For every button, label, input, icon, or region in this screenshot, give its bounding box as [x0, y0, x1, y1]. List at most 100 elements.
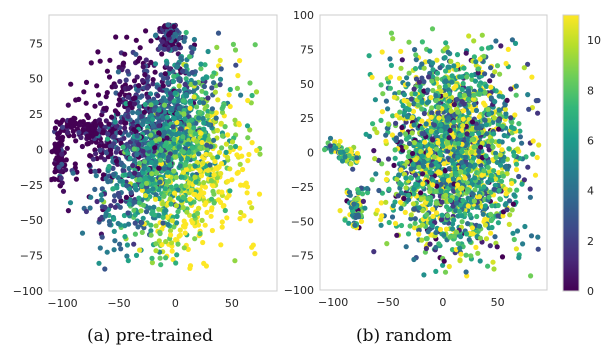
- scatter-point: [174, 252, 180, 258]
- scatter-point: [485, 106, 491, 113]
- scatter-point: [413, 52, 419, 58]
- scatter-point: [501, 132, 507, 139]
- scatter-point: [401, 97, 407, 104]
- scatter-point: [180, 97, 186, 104]
- scatter-point: [54, 156, 60, 162]
- scatter-point: [342, 217, 348, 223]
- scatter-point: [238, 92, 244, 98]
- scatter-point: [167, 162, 173, 168]
- scatter-point: [476, 194, 483, 200]
- scatter-point: [197, 167, 203, 174]
- scatter-point: [246, 151, 252, 158]
- scatter-point: [172, 45, 178, 52]
- scatter-point: [97, 100, 103, 106]
- scatter-point: [142, 175, 148, 181]
- scatter-point: [171, 23, 177, 30]
- scatter-point: [512, 112, 518, 118]
- scatter-point: [398, 65, 404, 71]
- scatter-point: [438, 181, 444, 187]
- scatter-point: [380, 91, 386, 97]
- scatter-point: [455, 109, 461, 115]
- scatter-point: [408, 212, 414, 218]
- scatter-point: [187, 98, 194, 104]
- scatter-point: [243, 180, 249, 186]
- scatter-point: [164, 75, 171, 81]
- scatter-point: [161, 102, 168, 108]
- scatter-point: [197, 145, 203, 151]
- scatter-point: [93, 173, 99, 179]
- scatter-point: [96, 143, 102, 149]
- scatter-point: [439, 216, 445, 223]
- scatter-point: [167, 96, 173, 102]
- scatter-point: [405, 231, 412, 237]
- scatter-point: [425, 196, 431, 202]
- scatter-point: [131, 127, 137, 133]
- scatter-point: [219, 219, 225, 225]
- scatter-point: [188, 187, 194, 193]
- scatter-point: [504, 171, 510, 177]
- scatter-point: [115, 102, 122, 108]
- scatter-point: [105, 131, 111, 137]
- scatter-point: [378, 117, 384, 123]
- scatter-point: [148, 59, 154, 65]
- scatter-point: [458, 234, 464, 240]
- scatter-point: [117, 241, 123, 247]
- scatter-point: [145, 156, 151, 162]
- scatter-point: [193, 179, 199, 185]
- scatter-point: [235, 73, 241, 79]
- scatter-point: [55, 131, 61, 137]
- scatter-point: [445, 49, 451, 55]
- scatter-point: [437, 152, 444, 158]
- scatter-point: [527, 186, 533, 192]
- scatter-point: [441, 232, 447, 238]
- scatter-point: [443, 68, 449, 74]
- scatter-panel-random: −100 −50 0 50 −100 −75 −50 −25 0 25 50 75 100: [284, 9, 548, 309]
- scatter-point: [327, 143, 333, 149]
- x-tick-label: 0: [172, 297, 179, 310]
- scatter-point: [84, 133, 90, 139]
- scatter-point: [117, 129, 123, 136]
- scatter-point: [152, 145, 158, 151]
- scatter-point: [148, 159, 155, 166]
- scatter-point: [99, 197, 105, 203]
- scatter-point: [112, 193, 118, 199]
- scatter-point: [125, 132, 132, 138]
- y-tick-label: −75: [291, 250, 314, 263]
- scatter-point: [211, 200, 217, 206]
- scatter-point: [471, 144, 477, 150]
- scatter-point: [387, 85, 393, 91]
- scatter-point: [219, 109, 226, 115]
- scatter-point: [149, 112, 155, 118]
- scatter-point: [508, 115, 514, 121]
- scatter-point: [404, 159, 410, 165]
- scatter-point: [111, 247, 117, 253]
- scatter-point: [226, 192, 232, 198]
- scatter-point: [217, 57, 223, 64]
- scatter-point: [497, 152, 503, 158]
- scatter-point: [483, 153, 489, 159]
- scatter-point: [161, 129, 167, 135]
- x-tick-label: −50: [107, 297, 130, 310]
- scatter-point: [447, 144, 453, 150]
- scatter-point: [478, 144, 484, 150]
- scatter-point: [164, 135, 170, 141]
- scatter-point: [210, 183, 216, 189]
- scatter-point: [153, 241, 159, 247]
- scatter-point: [132, 183, 138, 189]
- scatter-point: [107, 222, 113, 228]
- scatter-point: [530, 138, 536, 144]
- scatter-point: [428, 128, 434, 134]
- scatter-point: [63, 157, 69, 163]
- scatter-point: [460, 197, 466, 203]
- scatter-point: [111, 134, 117, 140]
- scatter-point: [406, 197, 412, 203]
- scatter-point: [149, 260, 155, 266]
- scatter-point: [412, 47, 418, 53]
- scatter-point: [113, 34, 119, 40]
- scatter-point: [97, 245, 103, 251]
- scatter-point: [203, 263, 209, 269]
- scatter-point: [485, 45, 491, 51]
- scatter-point: [170, 124, 176, 130]
- scatter-point: [452, 169, 458, 175]
- scatter-point: [212, 89, 218, 95]
